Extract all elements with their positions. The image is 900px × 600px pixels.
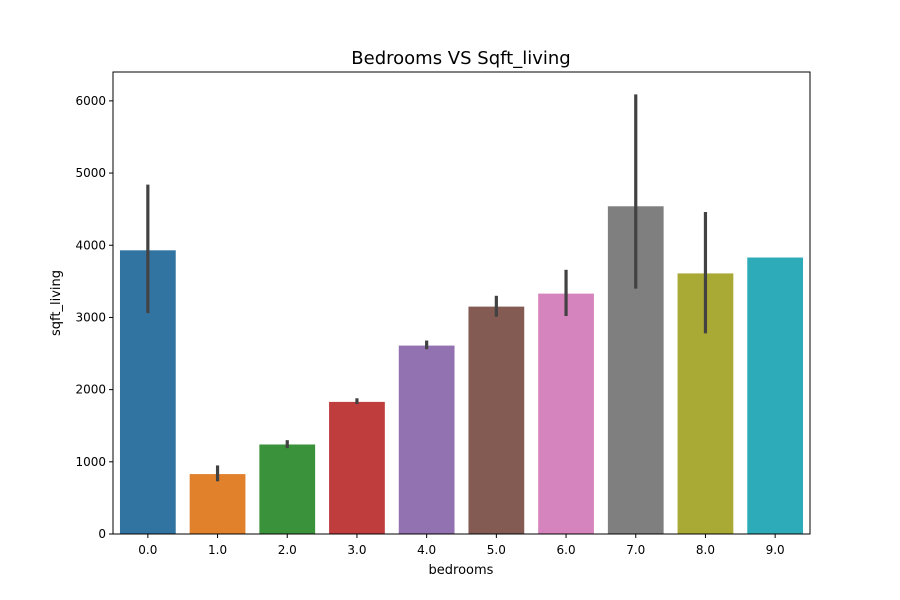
y-axis-label: sqft_living bbox=[49, 270, 64, 336]
y-tick-label: 2000 bbox=[75, 383, 106, 397]
x-tick-label: 7.0 bbox=[626, 543, 645, 557]
x-tick-label: 9.0 bbox=[766, 543, 785, 557]
bar-9.0 bbox=[747, 257, 804, 534]
y-tick-label: 0 bbox=[98, 527, 106, 541]
x-tick-label: 5.0 bbox=[487, 543, 506, 557]
bar-2.0 bbox=[259, 444, 316, 534]
x-tick-label: 8.0 bbox=[696, 543, 715, 557]
y-tick-label: 1000 bbox=[75, 455, 106, 469]
x-tick-label: 2.0 bbox=[278, 543, 297, 557]
y-tick-label: 4000 bbox=[75, 238, 106, 252]
x-tick-label: 4.0 bbox=[417, 543, 436, 557]
bar-5.0 bbox=[468, 306, 525, 534]
chart-title: Bedrooms VS Sqft_living bbox=[351, 48, 570, 69]
y-tick-label: 6000 bbox=[75, 94, 106, 108]
x-tick-label: 6.0 bbox=[557, 543, 576, 557]
bar-4.0 bbox=[398, 345, 455, 534]
x-axis-label: bedrooms bbox=[429, 563, 494, 578]
axes-frame bbox=[112, 71, 811, 535]
bar-3.0 bbox=[329, 401, 385, 534]
y-tick-label: 3000 bbox=[75, 310, 106, 324]
bar-6.0 bbox=[538, 293, 594, 534]
x-tick-label: 1.0 bbox=[208, 543, 227, 557]
x-tick-label: 3.0 bbox=[347, 543, 366, 557]
y-tick-label: 5000 bbox=[75, 166, 106, 180]
x-tick-label: 0.0 bbox=[138, 543, 157, 557]
plot-area: 0 1000 2000 3000 4000 5000 6000 0.0 1.0 2.0 3.0 4.0… bbox=[75, 71, 811, 557]
bar-1.0 bbox=[189, 474, 246, 534]
